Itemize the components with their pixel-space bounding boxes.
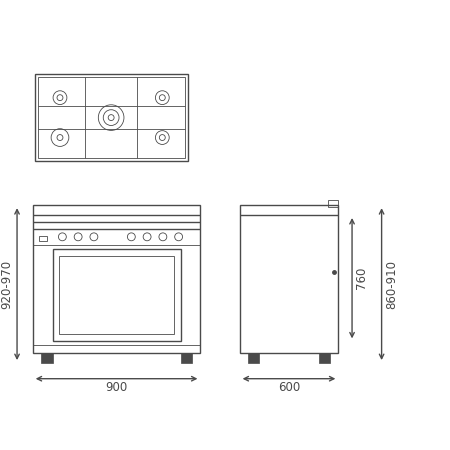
Bar [248, 353, 260, 363]
Bar [328, 200, 338, 207]
Text: 760: 760 [356, 267, 369, 289]
Bar [35, 74, 188, 161]
Text: 600: 600 [278, 381, 300, 394]
Text: 920-970: 920-970 [1, 260, 13, 309]
Text: 860-910: 860-910 [385, 260, 398, 309]
Bar [59, 256, 174, 334]
Bar [33, 205, 200, 353]
Bar [180, 353, 193, 363]
Bar [319, 353, 330, 363]
Text: 900: 900 [105, 381, 128, 394]
Bar [38, 77, 184, 158]
Bar [240, 205, 338, 353]
Bar [53, 249, 180, 341]
Bar [40, 353, 53, 363]
Bar [39, 236, 47, 241]
